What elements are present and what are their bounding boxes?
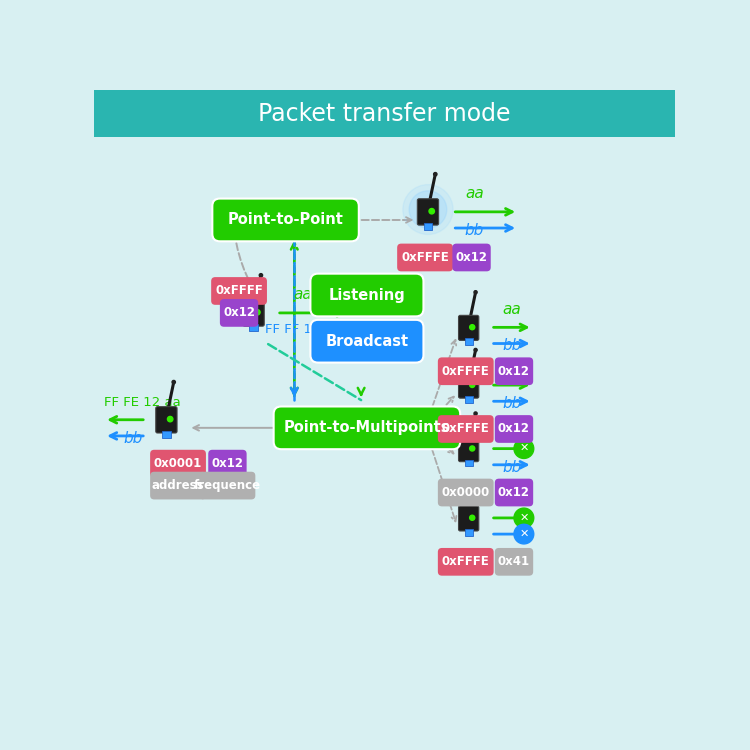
FancyBboxPatch shape — [310, 274, 424, 316]
FancyBboxPatch shape — [200, 472, 255, 500]
FancyBboxPatch shape — [243, 300, 264, 326]
FancyBboxPatch shape — [417, 199, 439, 225]
FancyBboxPatch shape — [211, 277, 267, 304]
Text: bb: bb — [502, 338, 521, 353]
FancyBboxPatch shape — [209, 450, 247, 478]
Text: ✕: ✕ — [519, 443, 529, 453]
FancyBboxPatch shape — [464, 529, 472, 536]
Text: ✕: ✕ — [519, 512, 529, 522]
Text: FF FF 12 bb: FF FF 12 bb — [265, 322, 341, 336]
Text: 0x12: 0x12 — [223, 307, 255, 320]
Circle shape — [255, 310, 260, 315]
Text: bb: bb — [502, 460, 521, 475]
Text: 0xFFFE: 0xFFFE — [442, 555, 490, 568]
FancyBboxPatch shape — [150, 450, 206, 478]
Text: bb: bb — [465, 224, 484, 238]
FancyBboxPatch shape — [464, 460, 472, 466]
Text: 0xFFFF: 0xFFFF — [215, 284, 263, 298]
FancyBboxPatch shape — [438, 478, 494, 506]
Text: 0x0001: 0x0001 — [154, 458, 203, 470]
FancyBboxPatch shape — [274, 406, 460, 449]
FancyBboxPatch shape — [458, 373, 478, 398]
Text: Broadcast: Broadcast — [326, 334, 409, 349]
Text: aa: aa — [294, 287, 312, 302]
Text: aa: aa — [503, 302, 521, 317]
FancyBboxPatch shape — [398, 244, 453, 272]
Text: 0xFFFE: 0xFFFE — [401, 251, 449, 264]
Text: 0x12: 0x12 — [455, 251, 488, 264]
Text: 0x12: 0x12 — [498, 364, 530, 378]
FancyBboxPatch shape — [452, 244, 491, 272]
Circle shape — [410, 190, 447, 228]
FancyBboxPatch shape — [438, 358, 494, 385]
Circle shape — [470, 515, 475, 520]
Circle shape — [260, 274, 262, 277]
Text: aa: aa — [503, 360, 521, 375]
Text: aa: aa — [465, 186, 484, 201]
FancyBboxPatch shape — [249, 324, 258, 332]
Text: frequence: frequence — [194, 479, 261, 492]
Text: 0x0000: 0x0000 — [442, 486, 490, 499]
Text: Packet transfer mode: Packet transfer mode — [258, 102, 511, 126]
Text: Listening: Listening — [328, 287, 405, 302]
FancyBboxPatch shape — [424, 223, 432, 230]
FancyBboxPatch shape — [458, 506, 478, 531]
Circle shape — [167, 416, 173, 422]
FancyBboxPatch shape — [156, 406, 177, 433]
Text: FF FE 12 aa: FF FE 12 aa — [104, 396, 180, 410]
FancyBboxPatch shape — [220, 299, 258, 327]
FancyBboxPatch shape — [464, 396, 472, 403]
Text: Point-to-Multipoints: Point-to-Multipoints — [284, 420, 450, 435]
Circle shape — [514, 439, 534, 458]
Text: bb: bb — [502, 396, 521, 411]
Circle shape — [514, 508, 534, 528]
FancyBboxPatch shape — [464, 338, 472, 345]
Circle shape — [474, 482, 477, 484]
Circle shape — [470, 382, 475, 388]
Text: ✕: ✕ — [519, 529, 529, 538]
Circle shape — [433, 172, 437, 176]
Circle shape — [403, 184, 453, 235]
FancyBboxPatch shape — [94, 90, 675, 137]
FancyBboxPatch shape — [438, 416, 494, 442]
Circle shape — [474, 412, 477, 415]
Text: 0xFFFE: 0xFFFE — [442, 364, 490, 378]
FancyBboxPatch shape — [495, 478, 533, 506]
Text: bb: bb — [124, 430, 143, 445]
Text: 0x12: 0x12 — [498, 422, 530, 436]
Text: address: address — [152, 479, 204, 492]
Circle shape — [429, 209, 434, 214]
Text: 0xFFFE: 0xFFFE — [442, 422, 490, 436]
Circle shape — [474, 291, 477, 294]
Circle shape — [172, 380, 176, 384]
FancyBboxPatch shape — [458, 436, 478, 462]
Circle shape — [514, 524, 534, 544]
Text: 0x12: 0x12 — [498, 486, 530, 499]
Circle shape — [470, 446, 475, 451]
FancyBboxPatch shape — [162, 430, 171, 438]
FancyBboxPatch shape — [438, 548, 494, 576]
Circle shape — [470, 325, 475, 330]
FancyBboxPatch shape — [495, 416, 533, 442]
FancyBboxPatch shape — [310, 320, 424, 362]
FancyBboxPatch shape — [150, 472, 206, 500]
FancyBboxPatch shape — [495, 358, 533, 385]
Text: 0x12: 0x12 — [211, 458, 244, 470]
Text: 0x41: 0x41 — [498, 555, 530, 568]
FancyBboxPatch shape — [212, 199, 358, 242]
Text: Point-to-Point: Point-to-Point — [228, 212, 344, 227]
Circle shape — [474, 349, 477, 352]
FancyBboxPatch shape — [495, 548, 533, 576]
FancyBboxPatch shape — [458, 315, 478, 340]
